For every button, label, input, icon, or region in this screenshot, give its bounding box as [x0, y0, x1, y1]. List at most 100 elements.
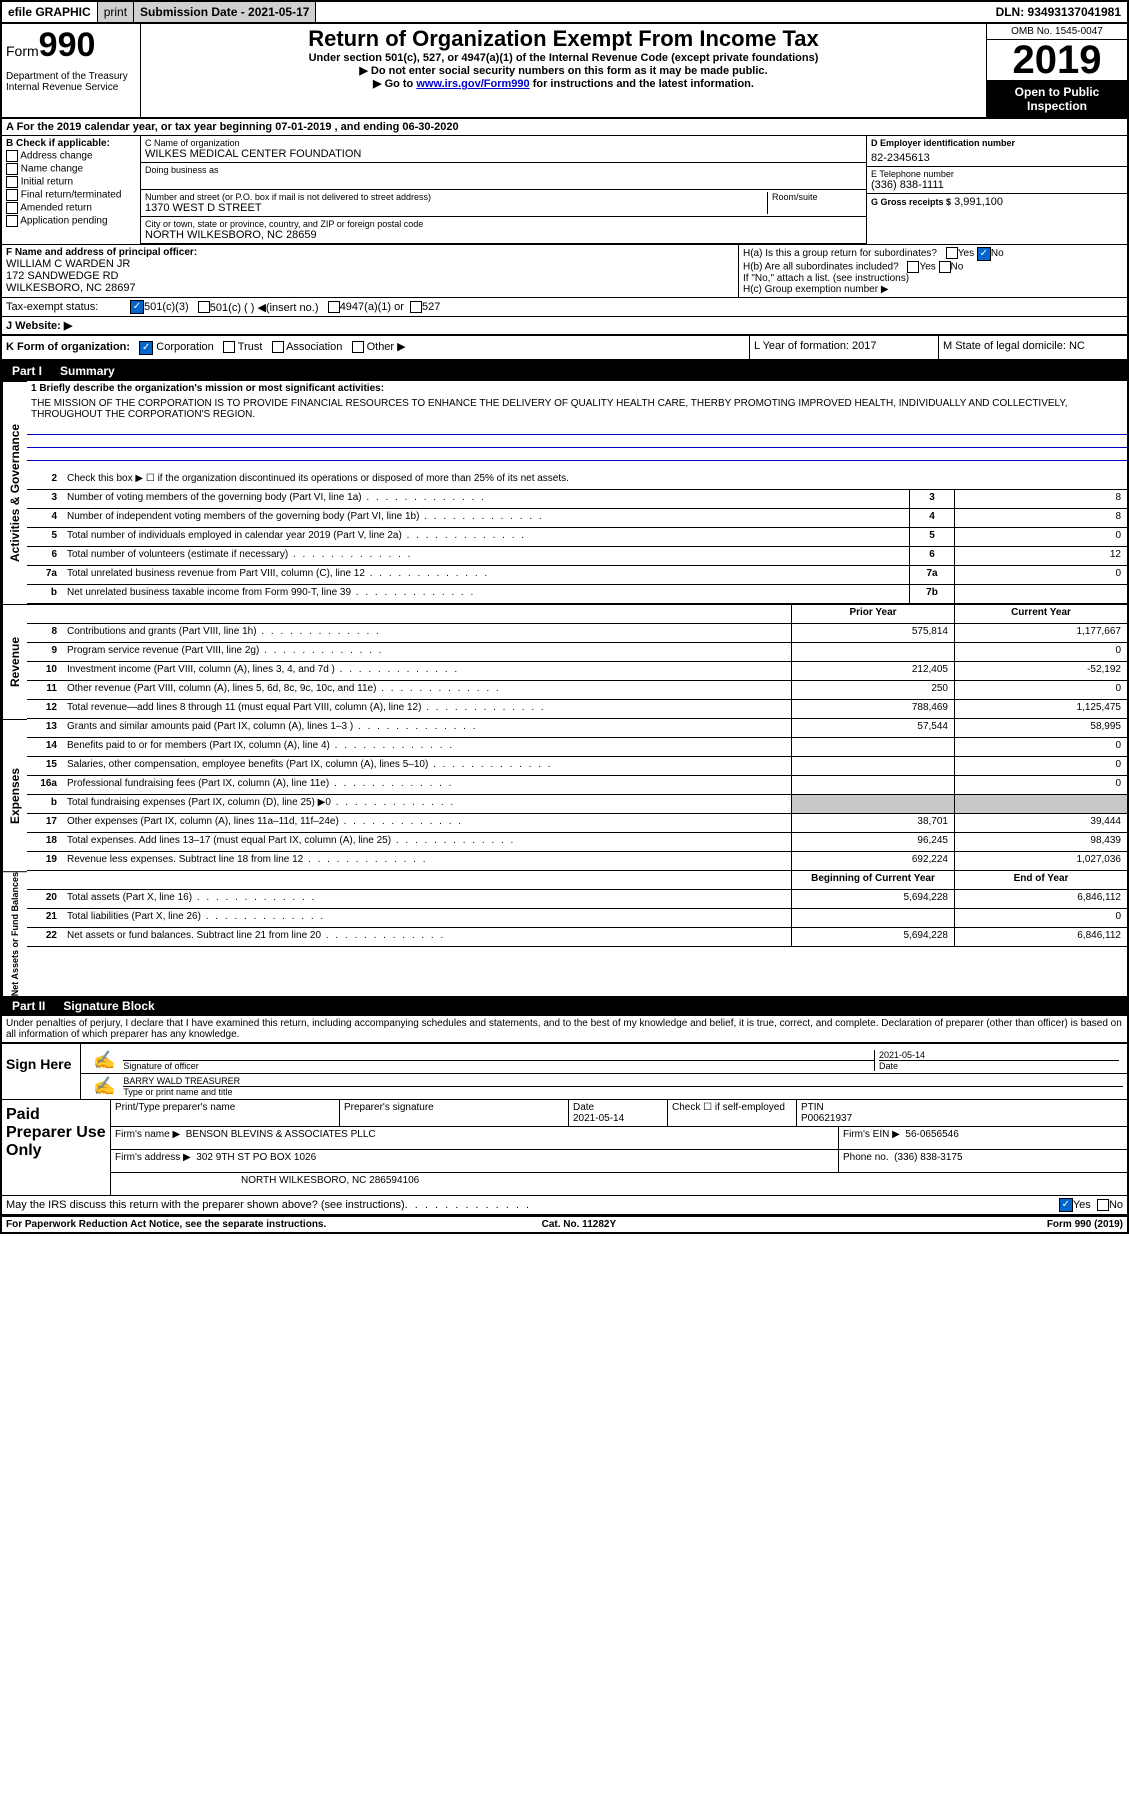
- line-4: 4 Number of independent voting members o…: [27, 509, 1127, 528]
- efile-label: efile GRAPHIC: [2, 2, 98, 22]
- penalties-text: Under penalties of perjury, I declare th…: [2, 1016, 1127, 1042]
- hc: H(c) Group exemption number ▶: [743, 284, 1123, 295]
- department: Department of the Treasury Internal Reve…: [6, 71, 136, 93]
- row-a-tax-year: A For the 2019 calendar year, or tax yea…: [2, 119, 1127, 136]
- preparer-section: Paid Preparer Use Only Print/Type prepar…: [2, 1099, 1127, 1195]
- k-form-org: K Form of organization: ✓ Corporation Tr…: [2, 336, 750, 359]
- firm-ein: 56-0656546: [905, 1129, 958, 1140]
- city-label: City or town, state or province, country…: [145, 219, 862, 229]
- chk-501c3[interactable]: ✓: [130, 300, 144, 314]
- prior-year-header: Prior Year: [791, 605, 954, 623]
- line-18: 18 Total expenses. Add lines 13–17 (must…: [27, 833, 1127, 852]
- hb: H(b) Are all subordinates included? Yes …: [743, 261, 1123, 273]
- pen-icon: ✍: [85, 1050, 123, 1071]
- line-22: 22 Net assets or fund balances. Subtract…: [27, 928, 1127, 947]
- sign-section: Sign Here ✍ Signature of officer 2021-05…: [2, 1042, 1127, 1099]
- dln: DLN: 93493137041981: [990, 2, 1127, 22]
- sig-name: BARRY WALD TREASURER: [123, 1076, 1123, 1087]
- firm-phone-label: Phone no.: [843, 1152, 889, 1163]
- irs-link[interactable]: www.irs.gov/Form990: [416, 78, 529, 90]
- prep-name-label: Print/Type preparer's name: [115, 1102, 335, 1113]
- firm-addr2: NORTH WILKESBORO, NC 286594106: [111, 1173, 1127, 1195]
- side-governance: Activities & Governance: [2, 381, 27, 604]
- header-right: OMB No. 1545-0047 2019 Open to Public In…: [986, 24, 1127, 117]
- ein-label: D Employer identification number: [871, 138, 1123, 148]
- chk-4947[interactable]: [328, 301, 340, 313]
- dba-label: Doing business as: [145, 165, 862, 175]
- bcy-header: Beginning of Current Year: [791, 871, 954, 889]
- netassets-section: Net Assets or Fund Balances Beginning of…: [2, 871, 1127, 996]
- form-subtitle: Under section 501(c), 527, or 4947(a)(1)…: [145, 52, 982, 64]
- line-6: 6 Total number of volunteers (estimate i…: [27, 547, 1127, 566]
- revenue-section: Revenue Prior Year Current Year 8 Contri…: [2, 604, 1127, 719]
- section-f-h: F Name and address of principal officer:…: [2, 244, 1127, 297]
- orgname: WILKES MEDICAL CENTER FOUNDATION: [145, 148, 862, 160]
- prep-check[interactable]: Check ☐ if self-employed: [668, 1100, 797, 1126]
- section-b-to-g: B Check if applicable: Address change Na…: [2, 136, 1127, 244]
- instruction-2: ▶ Go to www.irs.gov/Form990 for instruct…: [145, 77, 982, 90]
- chk-name-change[interactable]: Name change: [6, 163, 136, 175]
- line-14: 14 Benefits paid to or for members (Part…: [27, 738, 1127, 757]
- chk-501c[interactable]: [198, 301, 210, 313]
- header: Form990 Department of the Treasury Inter…: [2, 24, 1127, 119]
- pen-icon: ✍: [85, 1076, 123, 1097]
- prep-date: 2021-05-14: [573, 1113, 663, 1124]
- org-block: C Name of organization WILKES MEDICAL CE…: [141, 136, 866, 244]
- ptin: P00621937: [801, 1113, 1123, 1124]
- form-word: Form: [6, 43, 39, 59]
- tax-year: 2019: [987, 40, 1127, 81]
- chk-final-return[interactable]: Final return/terminated: [6, 189, 136, 201]
- chk-address-change[interactable]: Address change: [6, 150, 136, 162]
- paid-preparer-label: Paid Preparer Use Only: [2, 1100, 111, 1195]
- print-button[interactable]: print: [98, 2, 134, 22]
- line-21: 21 Total liabilities (Part X, line 26) 0: [27, 909, 1127, 928]
- chk-trust[interactable]: [223, 341, 235, 353]
- part-1-label: Part I: [8, 364, 60, 378]
- website-label: J Website: ▶: [6, 319, 72, 332]
- chk-corporation[interactable]: ✓: [139, 341, 153, 355]
- line-8: 8 Contributions and grants (Part VIII, l…: [27, 624, 1127, 643]
- footer: For Paperwork Reduction Act Notice, see …: [2, 1216, 1127, 1232]
- discuss-yes[interactable]: ✓: [1059, 1198, 1073, 1212]
- line-15: 15 Salaries, other compensation, employe…: [27, 757, 1127, 776]
- part-2-title: Signature Block: [63, 999, 154, 1013]
- part-1-header: Part I Summary: [2, 361, 1127, 381]
- discuss-no[interactable]: [1097, 1199, 1109, 1211]
- governance-section: Activities & Governance 1 Briefly descri…: [2, 381, 1127, 604]
- line-17: 17 Other expenses (Part IX, column (A), …: [27, 814, 1127, 833]
- chk-assoc[interactable]: [272, 341, 284, 353]
- sig-date-label: Date: [879, 1061, 898, 1071]
- sig-officer-label: Signature of officer: [123, 1061, 198, 1071]
- chk-amended[interactable]: Amended return: [6, 202, 136, 214]
- part-1-title: Summary: [60, 364, 115, 378]
- chk-initial-return[interactable]: Initial return: [6, 176, 136, 188]
- line-12: 12 Total revenue—add lines 8 through 11 …: [27, 700, 1127, 719]
- header-left: Form990 Department of the Treasury Inter…: [2, 24, 141, 117]
- prep-sig-label: Preparer's signature: [344, 1102, 564, 1113]
- line-7a: 7a Total unrelated business revenue from…: [27, 566, 1127, 585]
- side-netassets: Net Assets or Fund Balances: [2, 871, 27, 996]
- firm-name-label: Firm's name ▶: [115, 1129, 180, 1140]
- line-20: 20 Total assets (Part X, line 16) 5,694,…: [27, 890, 1127, 909]
- col-c-org-info: C Name of organization WILKES MEDICAL CE…: [141, 136, 1127, 244]
- check-b-title: B Check if applicable:: [6, 138, 136, 149]
- col-d-e-g: D Employer identification number 82-2345…: [866, 136, 1127, 244]
- chk-app-pending[interactable]: Application pending: [6, 215, 136, 227]
- top-bar: efile GRAPHIC print Submission Date - 20…: [2, 2, 1127, 24]
- chk-527[interactable]: [410, 301, 422, 313]
- firm-addr-label: Firm's address ▶: [115, 1152, 191, 1163]
- street: 1370 WEST D STREET: [145, 202, 767, 214]
- footer-mid: Cat. No. 11282Y: [542, 1219, 616, 1230]
- row-k-l-m: K Form of organization: ✓ Corporation Tr…: [2, 335, 1127, 361]
- gross: 3,991,100: [954, 196, 1003, 208]
- sign-here-label: Sign Here: [2, 1044, 81, 1099]
- header-mid: Return of Organization Exempt From Incom…: [141, 24, 986, 117]
- sig-name-label: Type or print name and title: [123, 1087, 232, 1097]
- line-11: 11 Other revenue (Part VIII, column (A),…: [27, 681, 1127, 700]
- line-19: 19 Revenue less expenses. Subtract line …: [27, 852, 1127, 871]
- form-990: efile GRAPHIC print Submission Date - 20…: [0, 0, 1129, 1234]
- chk-other[interactable]: [352, 341, 364, 353]
- line-13: 13 Grants and similar amounts paid (Part…: [27, 719, 1127, 738]
- firm-name: BENSON BLEVINS & ASSOCIATES PLLC: [186, 1129, 376, 1140]
- discuss-text: May the IRS discuss this return with the…: [6, 1199, 405, 1211]
